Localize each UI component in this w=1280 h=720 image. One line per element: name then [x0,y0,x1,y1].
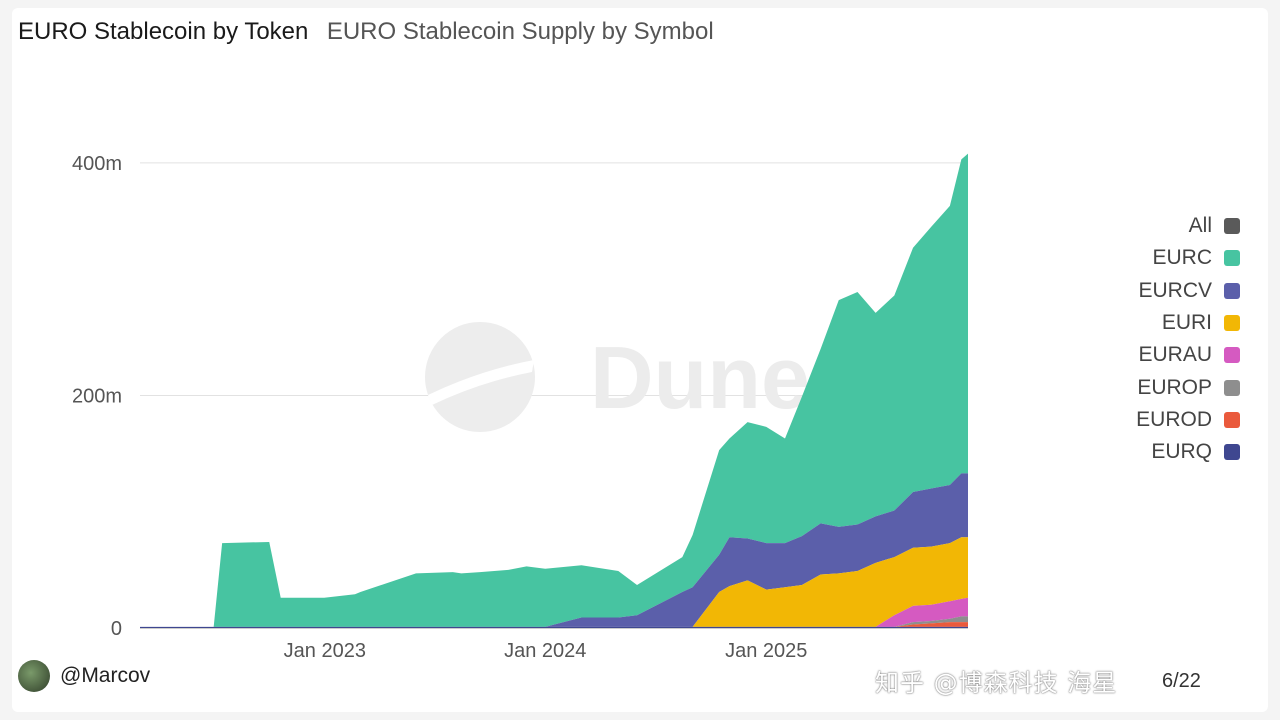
legend-swatch [1224,315,1240,332]
x-tick-label: Jan 2024 [504,640,586,662]
legend-label: EURI [1161,311,1212,335]
legend-label: All [1188,214,1212,238]
legend-label: EURQ [1151,440,1212,464]
area-series-eurq[interactable] [140,626,968,628]
chart-title: EURO Stablecoin by Token [18,18,309,45]
x-tick-label: Jan 2023 [284,640,366,662]
legend-swatch [1224,218,1240,235]
legend-label: EUROD [1136,407,1212,431]
legend-item-euri[interactable]: EURI [1100,307,1240,339]
legend-swatch [1224,282,1240,299]
legend-swatch [1224,444,1240,461]
legend-swatch [1224,250,1240,267]
area-series-euri[interactable] [140,537,968,627]
legend-label: EURC [1152,246,1212,270]
area-series-eurc[interactable] [140,153,968,627]
legend-item-europ[interactable]: EUROP [1100,371,1240,403]
source-watermark: 知乎 @博森科技 海星 [875,669,1118,697]
y-tick-label: 400m [72,153,122,175]
legend-item-all[interactable]: All [1100,210,1240,242]
legend-label: EUROP [1137,375,1212,399]
legend-label: EURCV [1138,278,1212,302]
author-handle[interactable]: @Marcov [60,664,151,687]
chart-header: EURO Stablecoin by Token EURO Stablecoin… [18,18,714,46]
legend-swatch [1224,379,1240,396]
legend-label: EURAU [1138,343,1212,367]
legend-item-eurq[interactable]: EURQ [1100,436,1240,468]
legend-item-eurau[interactable]: EURAU [1100,339,1240,371]
footer: @Marcov [18,660,150,692]
dune-watermark: Dune [590,328,810,427]
page-number: 6/22 [1162,670,1201,692]
legend-swatch [1224,411,1240,428]
author-avatar [18,660,50,692]
legend-item-eurod[interactable]: EUROD [1100,404,1240,436]
area-series-eurau[interactable] [140,597,968,627]
legend-swatch [1224,347,1240,364]
chart-legend: All EURC EURCV EURI EURAU EUROP EUROD EURQ [1100,210,1240,468]
y-tick-label: 0 [111,618,122,640]
x-tick-label: Jan 2025 [725,640,807,662]
chart-subtitle: EURO Stablecoin Supply by Symbol [326,18,714,45]
legend-item-eurc[interactable]: EURC [1100,242,1240,274]
legend-item-eurcv[interactable]: EURCV [1100,275,1240,307]
dune-logo-stripe [428,360,534,405]
area-series-eurcv[interactable] [140,473,968,627]
y-tick-label: 200m [72,385,122,407]
